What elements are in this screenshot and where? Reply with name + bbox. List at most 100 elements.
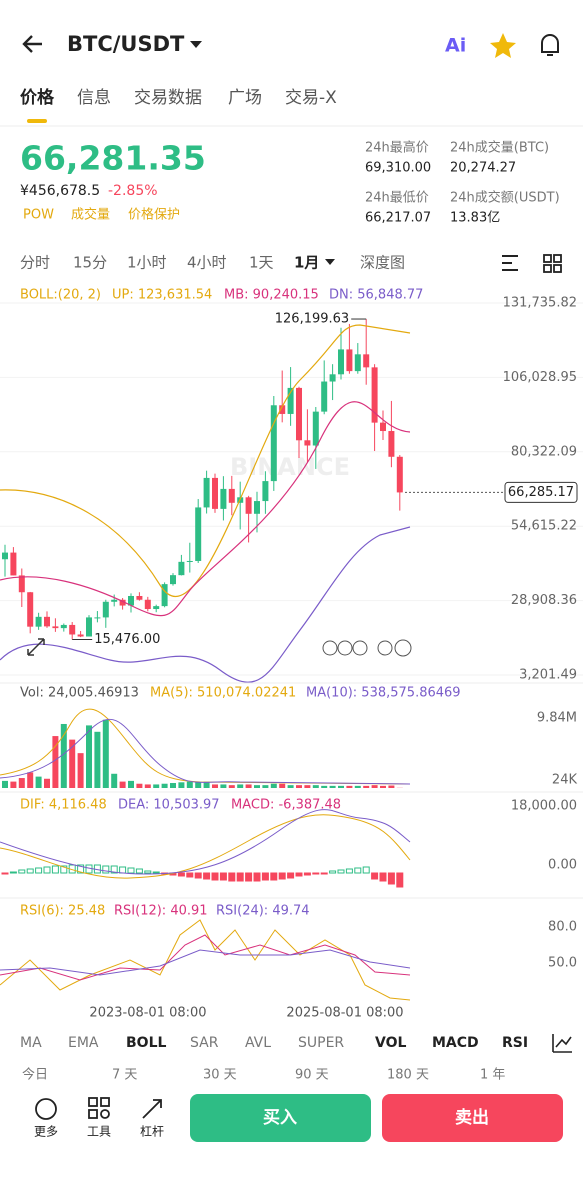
indicator[interactable]: SUPER [298,1035,344,1051]
sell-label[interactable]: 卖出 [455,1107,489,1128]
candle-body [86,617,92,637]
candle-body [304,440,311,446]
candle-body [254,501,260,514]
range[interactable]: 7 天 [112,1068,137,1083]
back-button[interactable] [22,35,42,53]
favorite[interactable] [490,33,516,58]
candle-body [94,617,101,619]
volume-bar [27,772,34,788]
sell-button[interactable] [382,1094,563,1142]
settings-icon[interactable] [502,255,518,271]
volume-bar [136,783,143,788]
interval[interactable]: 1小时 [127,254,167,272]
macd-bar [261,872,269,881]
candle-body [18,575,25,593]
volume-bar [178,782,185,788]
macd-bar [320,872,328,875]
macd-bar [102,865,110,874]
tag[interactable]: 价格保护 [128,207,180,223]
candle-body [35,616,42,627]
range[interactable]: 180 天 [387,1068,429,1083]
range[interactable]: 90 天 [295,1068,329,1083]
candle-body [363,354,370,368]
volume-bar [195,782,202,788]
candle-body [287,387,294,414]
candle-body [220,488,227,509]
indicator[interactable]: AVL [245,1035,271,1051]
macd-bar [253,872,261,882]
event-icon[interactable] [394,639,412,657]
pair-dropdown[interactable] [190,41,202,48]
candle-body [312,411,319,446]
vol-tick: 24K [552,772,578,787]
indicator[interactable]: SAR [190,1035,219,1051]
interval-dropdown[interactable] [325,259,335,265]
volume-bar [10,781,17,788]
high-label: 126,199.63 [275,312,349,327]
ai-icon[interactable]: Ai [445,35,466,57]
tab[interactable]: 信息 [77,88,111,108]
buy-label[interactable]: 买入 [263,1108,297,1128]
tab[interactable]: 价格 [20,87,55,108]
indicator[interactable]: MA [20,1035,42,1051]
price-tick: 106,028.95 [503,370,577,385]
interval[interactable]: 1天 [249,254,274,272]
macd-bar [18,869,26,874]
range[interactable]: 今日 [22,1067,48,1083]
tools-icon[interactable] [88,1097,98,1107]
tag[interactable]: POW [23,208,54,223]
volume-bar [52,736,59,788]
more-icon[interactable] [35,1098,57,1120]
candle-body [44,616,50,627]
volume-bar [254,785,260,788]
candle-body [69,624,76,635]
action-label[interactable]: 杠杆 [140,1124,164,1139]
indicator[interactable]: MACD [432,1035,479,1051]
event-icon[interactable] [352,640,368,656]
indicator[interactable]: EMA [68,1035,99,1051]
volume-bar [212,784,218,788]
tools-icon [100,1109,110,1119]
expand-icon[interactable] [27,638,45,656]
interval[interactable]: 分时 [20,254,50,272]
event-icon[interactable] [377,640,393,656]
interval[interactable]: 深度图 [360,254,405,272]
volume-bar [220,784,227,788]
action-label[interactable]: 工具 [87,1125,111,1139]
interval[interactable]: 15分 [73,254,107,272]
action-label[interactable]: 更多 [34,1125,58,1139]
tab[interactable]: 广场 [228,88,262,108]
volume-bar [44,778,50,788]
event-icon[interactable] [322,640,338,656]
candle-body [111,599,118,602]
volume-bar [77,753,84,788]
candle-body [279,405,286,414]
range[interactable]: 30 天 [203,1068,237,1083]
tag[interactable]: 成交量 [71,207,110,223]
bell[interactable] [541,34,559,56]
range[interactable]: 1 年 [480,1068,505,1083]
chart-icon[interactable] [552,1034,572,1053]
buy-button[interactable] [190,1094,371,1142]
candle-body [203,477,210,508]
stat-value: 13.83亿 [450,211,500,226]
macd-bar [9,871,17,874]
leverage-icon[interactable] [142,1099,162,1119]
candle-body [186,560,193,562]
interval[interactable]: 1月 [294,254,319,272]
tab[interactable]: 交易数据 [134,88,202,108]
volume-bar [2,780,8,788]
interval[interactable]: 4小时 [187,254,227,272]
layout-icon[interactable] [543,254,552,263]
volume-bar [228,785,235,788]
event-icon[interactable] [337,640,353,656]
indicator[interactable]: BOLL [126,1035,166,1051]
macd-bar [354,867,362,874]
price-tick: 28,908.36 [511,593,577,608]
candle-body [195,507,202,561]
boll-mid [0,401,411,617]
pair[interactable]: BTC/USDT [67,32,185,56]
indicator[interactable]: RSI [502,1035,528,1051]
indicator[interactable]: VOL [375,1035,406,1051]
tab[interactable]: 交易-X [285,88,337,108]
